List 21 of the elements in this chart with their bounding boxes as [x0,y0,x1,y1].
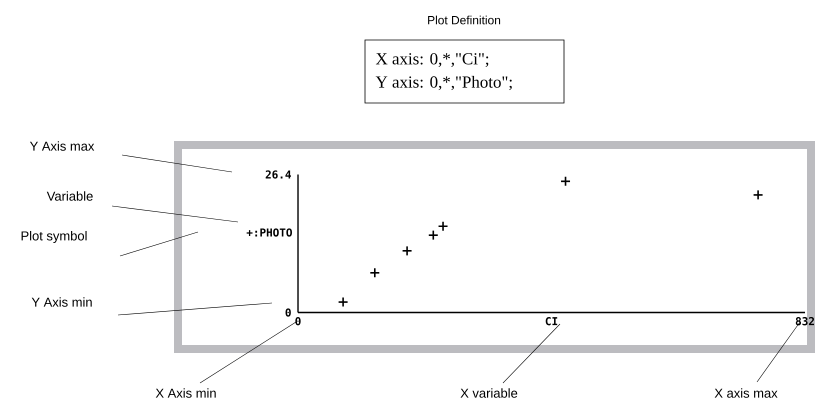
text: Y Axis min [32,297,92,307]
text: Variable [46,191,93,201]
point [752,190,764,200]
y-tick-label: 26.4 [266,170,291,179]
x-axis-title: CI [546,317,558,326]
point [402,246,412,256]
text: X axis max [714,388,778,398]
text: X Axis min [156,388,216,398]
text: Plot symbol [22,230,87,244]
text: X axis: 0,*,"Ci"; [376,53,488,67]
point [560,176,571,187]
text: Y Axis max [30,141,94,151]
point [338,296,348,308]
text: X variable [460,388,518,398]
chart-title: Plot Definition [428,16,500,24]
point [438,220,448,232]
x-tick-label: 832 [796,317,814,326]
text: Y axis: 0,*,"Photo"; [376,76,512,90]
y-axis-title: +:PHOTO [246,228,292,237]
point [428,230,439,240]
point [369,267,380,278]
